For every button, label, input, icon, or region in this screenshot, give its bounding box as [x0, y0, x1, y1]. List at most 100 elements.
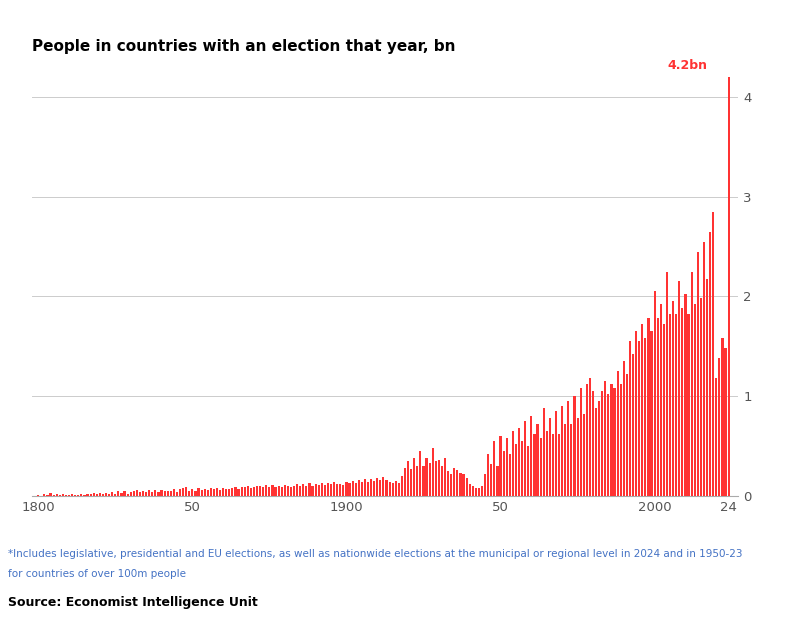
Bar	[607, 394, 610, 496]
Bar	[176, 492, 178, 496]
Bar	[398, 483, 400, 496]
Bar	[281, 487, 283, 496]
Bar	[617, 371, 618, 496]
Bar	[573, 396, 576, 496]
Bar	[327, 483, 329, 496]
Bar	[650, 331, 653, 496]
Bar	[136, 490, 138, 496]
Bar	[95, 494, 98, 496]
Bar	[336, 484, 338, 496]
Bar	[222, 488, 225, 496]
Bar	[545, 431, 548, 496]
Bar	[111, 492, 113, 496]
Bar	[68, 495, 70, 496]
Bar	[259, 486, 261, 496]
Bar	[712, 211, 715, 496]
Bar	[299, 486, 302, 496]
Bar	[191, 489, 193, 496]
Bar	[364, 479, 366, 496]
Bar	[296, 484, 298, 496]
Bar	[669, 314, 671, 496]
Bar	[383, 477, 384, 496]
Bar	[447, 471, 449, 496]
Bar	[241, 487, 243, 496]
Bar	[530, 416, 533, 496]
Bar	[346, 482, 347, 496]
Bar	[595, 408, 597, 496]
Bar	[675, 314, 677, 496]
Bar	[484, 474, 486, 496]
Bar	[53, 495, 55, 496]
Bar	[567, 401, 569, 496]
Bar	[265, 485, 267, 496]
Bar	[157, 492, 160, 496]
Bar	[527, 446, 529, 496]
Bar	[90, 494, 91, 496]
Bar	[543, 408, 545, 496]
Bar	[598, 401, 600, 496]
Bar	[475, 488, 477, 496]
Bar	[213, 489, 215, 496]
Bar	[117, 491, 119, 496]
Bar	[314, 484, 317, 496]
Bar	[333, 482, 335, 496]
Bar	[306, 486, 307, 496]
Bar	[194, 491, 196, 496]
Bar	[93, 493, 95, 496]
Bar	[188, 491, 190, 496]
Bar	[416, 466, 419, 496]
Bar	[367, 482, 369, 496]
Bar	[468, 484, 471, 496]
Bar	[339, 484, 342, 496]
Bar	[210, 488, 212, 496]
Bar	[629, 342, 631, 496]
Bar	[626, 374, 628, 496]
Bar	[379, 480, 382, 496]
Bar	[204, 489, 206, 496]
Bar	[435, 461, 437, 496]
Bar	[642, 324, 643, 496]
Bar	[388, 482, 391, 496]
Bar	[404, 468, 406, 496]
Bar	[490, 464, 492, 496]
Bar	[256, 486, 258, 496]
Bar	[167, 491, 168, 496]
Bar	[376, 478, 379, 496]
Bar	[508, 454, 511, 496]
Bar	[293, 486, 295, 496]
Bar	[200, 490, 203, 496]
Bar	[249, 488, 252, 496]
Bar	[438, 460, 440, 496]
Bar	[407, 461, 409, 496]
Bar	[108, 494, 110, 496]
Bar	[654, 291, 656, 496]
Bar	[423, 466, 424, 496]
Text: for countries of over 100m people: for countries of over 100m people	[8, 569, 186, 579]
Bar	[62, 494, 64, 496]
Bar	[302, 484, 305, 496]
Bar	[139, 492, 141, 496]
Text: People in countries with an election that year, bn: People in countries with an election tha…	[32, 39, 456, 54]
Bar	[614, 388, 616, 496]
Bar	[102, 494, 104, 496]
Bar	[71, 494, 73, 496]
Bar	[413, 458, 415, 496]
Bar	[348, 483, 350, 496]
Bar	[50, 493, 51, 496]
Bar	[632, 354, 634, 496]
Bar	[370, 479, 372, 496]
Bar	[237, 489, 240, 496]
Bar	[505, 438, 508, 496]
Bar	[724, 348, 727, 496]
Bar	[284, 485, 286, 496]
Bar	[160, 490, 163, 496]
Bar	[450, 474, 452, 496]
Bar	[555, 411, 557, 496]
Bar	[114, 494, 116, 496]
Text: Source: Economist Intelligence Unit: Source: Economist Intelligence Unit	[8, 596, 257, 609]
Bar	[290, 487, 292, 496]
Bar	[361, 482, 363, 496]
Bar	[577, 418, 579, 496]
Bar	[318, 485, 320, 496]
Bar	[583, 414, 585, 496]
